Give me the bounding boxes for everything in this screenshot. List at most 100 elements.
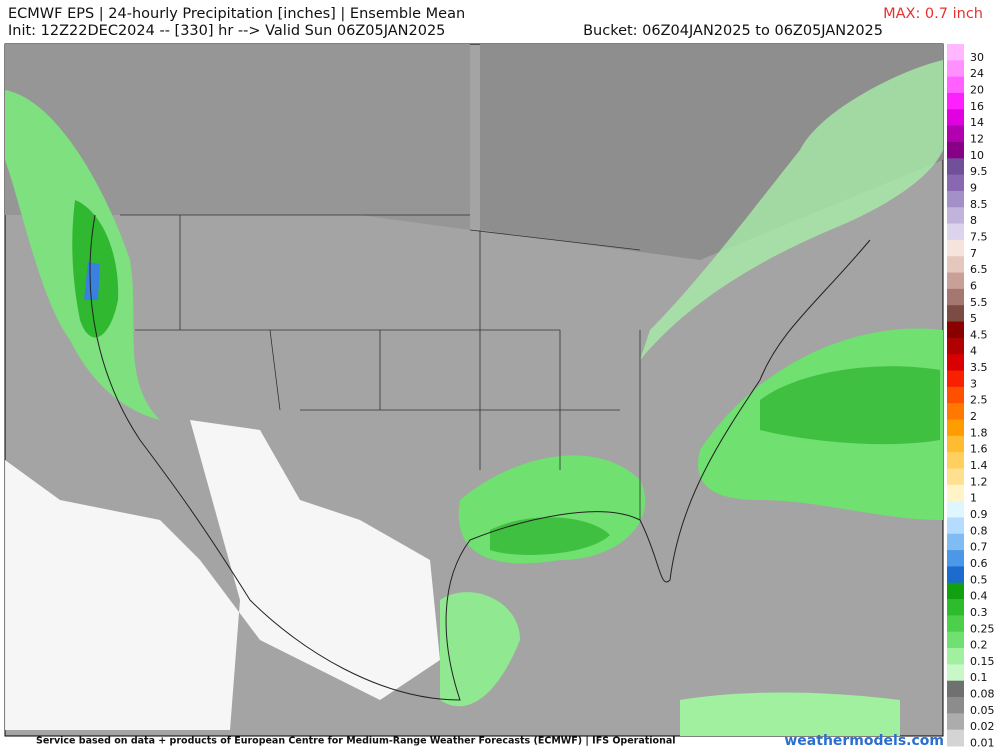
colorbar-swatch: [947, 697, 964, 714]
colorbar-swatch: [947, 484, 964, 502]
colorbar-swatch: [947, 76, 964, 94]
colorbar-label: 0.25: [970, 622, 995, 635]
colorbar-label: 1.2: [970, 475, 988, 488]
colorbar-swatch: [947, 60, 964, 78]
colorbar-swatch: [947, 305, 964, 323]
colorbar-swatch: [947, 207, 964, 225]
boundaries: [120, 214, 641, 520]
site-link[interactable]: weathermodels.com: [784, 733, 944, 749]
credit: Service based on data + products of Euro…: [36, 736, 676, 747]
colorbar-swatch: [947, 386, 964, 404]
colorbar-swatch: [947, 256, 964, 274]
northeast-precip: [640, 60, 943, 360]
colorbar-label: 4: [970, 345, 977, 358]
colorbar-label: 10: [970, 149, 984, 162]
colorbar-label: 0.02: [970, 720, 995, 733]
colorbar-swatch: [947, 370, 964, 388]
colorbar-label: 2: [970, 410, 977, 423]
colorbar-swatch: [947, 321, 964, 339]
colorbar-swatch: [947, 452, 964, 469]
colorbar: 302420161412109.598.587.576.565.554.543.…: [947, 44, 995, 750]
coastline: [89, 214, 871, 701]
colorbar-label: 6.5: [970, 263, 988, 276]
pacific-nw-max: [84, 262, 100, 300]
colorbar-swatch: [947, 141, 964, 159]
title: ECMWF EPS | 24-hourly Precipitation [inc…: [8, 6, 465, 22]
colorbar-label: 3: [970, 377, 977, 390]
colorbar-label: 1.6: [970, 443, 988, 456]
colorbar-swatch: [947, 599, 964, 616]
colorbar-label: 20: [970, 84, 984, 97]
colorbar-swatch: [947, 125, 964, 143]
colorbar-swatch: [947, 517, 964, 535]
colorbar-label: 0.3: [970, 606, 988, 619]
colorbar-label: 0.2: [970, 639, 988, 652]
colorbar-label: 5.5: [970, 296, 988, 309]
colorbar-swatch: [947, 550, 964, 567]
colorbar-swatch: [947, 680, 964, 698]
colorbar-label: 0.9: [970, 508, 988, 521]
colorbar-swatch: [947, 272, 964, 290]
map: [4, 43, 944, 737]
colorbar-label: 0.7: [970, 541, 988, 554]
caribbean-precip: [680, 692, 900, 736]
colorbar-label: 0.6: [970, 557, 988, 570]
colorbar-swatch: [947, 158, 964, 176]
colorbar-swatch: [947, 109, 964, 127]
colorbar-swatch: [947, 566, 964, 584]
colorbar-swatch: [947, 92, 964, 110]
colorbar-label: 0.05: [970, 704, 995, 717]
colorbar-label: 0.8: [970, 524, 988, 537]
colorbar-label: 0.5: [970, 573, 988, 586]
colorbar-label: 8: [970, 214, 977, 227]
colorbar-swatch: [947, 354, 964, 372]
colorbar-swatch: [947, 615, 964, 633]
colorbar-label: 1.8: [970, 426, 988, 439]
colorbar-swatch: [947, 419, 964, 437]
colorbar-label: 8.5: [970, 198, 988, 211]
colorbar-swatch: [947, 631, 964, 649]
colorbar-label: 0.4: [970, 590, 988, 603]
colorbar-label: 7: [970, 247, 977, 260]
colorbar-swatch: [947, 648, 964, 665]
colorbar-swatch: [947, 501, 964, 518]
colorbar-label: 24: [970, 67, 984, 80]
colorbar-swatch: [947, 435, 964, 453]
gulf-core: [490, 517, 610, 555]
colorbar-label: 0.1: [970, 671, 988, 684]
colorbar-swatch: [947, 337, 964, 355]
colorbar-swatch: [947, 468, 964, 486]
colorbar-swatch: [947, 403, 964, 420]
colorbar-label: 12: [970, 133, 984, 146]
colorbar-label: 0.01: [970, 737, 995, 750]
colorbar-label: 7.5: [970, 230, 988, 243]
init-label: Init: 12Z22DEC2024 -- [330] hr --> Valid…: [8, 23, 445, 39]
colorbar-label: 1: [970, 492, 977, 505]
colorbar-swatch: [947, 239, 964, 257]
colorbar-label: 0.08: [970, 688, 995, 701]
colorbar-label: 6: [970, 279, 977, 292]
dry-region: [5, 420, 440, 730]
colorbar-swatch: [947, 729, 964, 747]
colorbar-swatch: [947, 713, 964, 731]
atlantic-core: [760, 366, 940, 445]
colorbar-swatch: [947, 190, 964, 208]
bucket-label: Bucket: 06Z04JAN2025 to 06Z05JAN2025: [583, 23, 883, 39]
colorbar-label: 5: [970, 312, 977, 325]
colorbar-swatch: [947, 288, 964, 306]
colorbar-label: 9.5: [970, 165, 988, 178]
colorbar-label: 30: [970, 51, 984, 64]
colorbar-swatch: [947, 44, 964, 61]
mexico-precip: [440, 592, 520, 707]
colorbar-label: 9: [970, 181, 977, 194]
canada-field: [5, 44, 470, 230]
colorbar-swatch: [947, 664, 964, 682]
colorbar-swatch: [947, 582, 964, 600]
colorbar-swatch: [947, 174, 964, 192]
colorbar-label: 0.15: [970, 655, 995, 668]
colorbar-label: 4.5: [970, 328, 988, 341]
colorbar-swatch: [947, 223, 964, 241]
colorbar-label: 16: [970, 100, 984, 113]
colorbar-label: 1.4: [970, 459, 988, 472]
